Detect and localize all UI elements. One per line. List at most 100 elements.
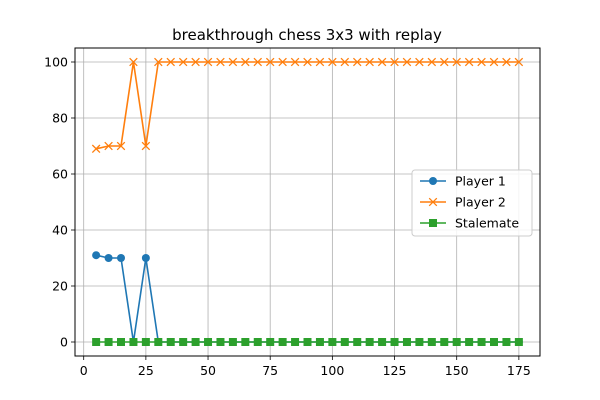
axis-ticks: 0 25 50 75 100 125 150 175 0 20 40 60 80 100 — [44, 55, 531, 379]
plot-series — [91, 57, 524, 346]
data-point — [92, 251, 101, 260]
data-point — [514, 338, 523, 346]
data-point — [191, 338, 200, 346]
data-point — [452, 57, 461, 67]
data-point — [502, 57, 511, 67]
plot-frame — [74, 47, 541, 357]
series-stalemate — [92, 338, 523, 346]
data-point — [104, 254, 113, 262]
data-point — [92, 338, 101, 346]
data-point — [116, 141, 126, 151]
data-point — [377, 57, 387, 67]
data-point — [427, 338, 436, 346]
x-tick-label: 100 — [320, 363, 344, 378]
legend-item: Stalemate — [420, 216, 519, 231]
data-point — [253, 338, 262, 346]
legend: Player 1 Player 2 Stalemate — [411, 169, 533, 237]
legend-label: Player 2 — [455, 195, 506, 210]
data-point — [514, 57, 524, 67]
data-point — [340, 57, 350, 67]
data-point — [141, 338, 150, 346]
series-line — [95, 254, 519, 343]
data-point — [502, 338, 511, 346]
x-tick-label: 0 — [80, 363, 88, 378]
data-point — [104, 141, 113, 151]
data-point — [340, 338, 349, 346]
data-point — [290, 57, 300, 67]
x-tick-label: 150 — [445, 363, 469, 378]
data-point — [141, 141, 151, 151]
data-point — [365, 338, 374, 346]
data-point — [352, 57, 362, 67]
x-tick-label: 50 — [200, 363, 216, 378]
data-point — [241, 57, 250, 67]
y-tick-label: 80 — [52, 111, 68, 126]
legend-box — [411, 169, 533, 237]
data-point — [228, 338, 237, 346]
data-point — [440, 57, 449, 67]
data-point — [315, 338, 324, 346]
data-point — [315, 57, 325, 67]
data-point — [129, 57, 138, 67]
data-point — [204, 338, 213, 346]
data-point — [253, 57, 263, 67]
data-point — [402, 338, 411, 346]
data-point — [241, 338, 250, 346]
data-point — [265, 57, 275, 67]
legend-marker — [429, 219, 437, 227]
data-point — [178, 57, 188, 67]
data-point — [489, 57, 499, 67]
legend-item: Player 1 — [420, 174, 506, 189]
data-point — [303, 57, 312, 67]
x-tick-label: 75 — [262, 363, 278, 378]
data-point — [179, 338, 188, 346]
data-point — [216, 338, 225, 346]
data-point — [303, 338, 312, 346]
data-point — [191, 57, 200, 67]
y-tick-label: 0 — [60, 335, 68, 350]
legend-label: Player 1 — [455, 174, 506, 189]
data-point — [390, 57, 399, 67]
data-point — [390, 338, 399, 346]
data-point — [154, 57, 163, 67]
data-point — [117, 254, 126, 262]
data-point — [216, 57, 225, 67]
data-point — [278, 338, 287, 346]
data-point — [203, 57, 213, 67]
data-point — [266, 338, 275, 346]
data-point — [477, 57, 486, 67]
legend-label: Stalemate — [455, 216, 519, 231]
series-player-1 — [92, 251, 523, 346]
series-line — [95, 61, 519, 150]
data-point — [427, 57, 437, 67]
data-point — [464, 57, 474, 67]
series-player-2 — [91, 57, 524, 154]
data-point — [154, 338, 163, 346]
legend-item: Player 2 — [420, 195, 506, 210]
y-tick-label: 60 — [52, 167, 68, 182]
data-point — [104, 338, 113, 346]
x-tick-label: 175 — [507, 363, 531, 378]
data-point — [353, 338, 362, 346]
y-tick-label: 20 — [52, 279, 68, 294]
data-point — [365, 57, 374, 67]
data-point — [440, 338, 449, 346]
data-point — [489, 338, 498, 346]
data-point — [415, 338, 424, 346]
x-tick-label: 125 — [383, 363, 407, 378]
legend-marker — [428, 197, 438, 207]
legend-marker — [429, 177, 437, 185]
data-point — [141, 254, 150, 262]
data-point — [129, 338, 138, 346]
data-point — [452, 338, 461, 346]
chart-title: breakthrough chess 3x3 with replay — [172, 26, 442, 44]
data-point — [465, 338, 474, 346]
data-point — [378, 338, 387, 346]
data-point — [166, 57, 175, 67]
data-point — [228, 57, 238, 67]
data-point — [415, 57, 424, 67]
data-point — [166, 338, 175, 346]
y-tick-label: 100 — [44, 55, 68, 70]
data-point — [328, 57, 337, 67]
